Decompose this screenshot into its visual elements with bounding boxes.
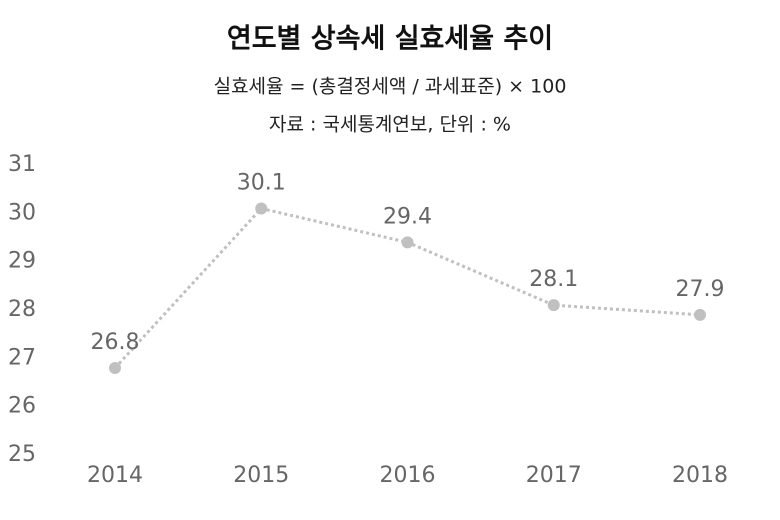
x-tick-label: 2015 [233, 463, 289, 488]
y-tick-label: 27 [8, 345, 36, 370]
data-label: 26.8 [91, 330, 140, 355]
data-point [547, 299, 560, 312]
data-point [401, 236, 414, 249]
y-tick-label: 28 [8, 297, 36, 322]
chart-source: 자료 : 국세통계연보, 단위 : % [269, 114, 511, 136]
data-point [109, 362, 121, 374]
x-tick-label: 2018 [672, 463, 728, 488]
x-tick-label: 2016 [380, 463, 436, 488]
data-line [113, 206, 701, 370]
data-label: 30.1 [237, 171, 286, 196]
data-point [255, 202, 268, 215]
x-tick-label: 2017 [526, 463, 582, 488]
y-tick-label: 25 [8, 442, 36, 467]
y-tick-label: 30 [8, 200, 36, 225]
data-label: 27.9 [676, 277, 725, 302]
chart-subtitle: 실효세율 = (총결정세액 / 과세표준) × 100 [214, 76, 567, 98]
x-tick-label: 2014 [87, 463, 143, 488]
y-tick-label: 26 [8, 394, 36, 419]
chart-title: 연도별 상속세 실효세율 추이 [227, 24, 553, 55]
y-tick-label: 29 [8, 249, 36, 274]
data-label: 29.4 [383, 204, 432, 229]
y-tick-label: 31 [8, 152, 36, 177]
data-label: 28.1 [529, 267, 578, 292]
data-point [694, 308, 706, 321]
